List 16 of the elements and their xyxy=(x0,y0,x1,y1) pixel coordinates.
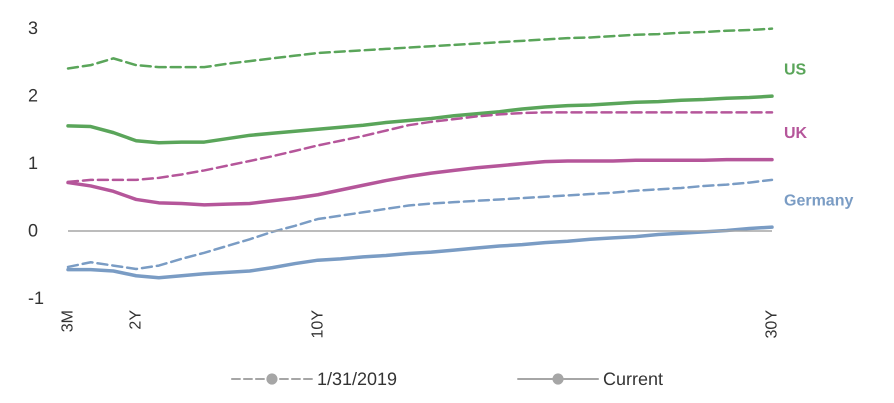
x-tick-label: 2Y xyxy=(128,310,145,330)
y-tick-label: 0 xyxy=(28,220,38,240)
legend-label: 1/31/2019 xyxy=(316,369,398,389)
series-label: UK xyxy=(784,125,808,142)
y-tick-label: 3 xyxy=(28,18,38,38)
x-tick-label: 3M xyxy=(60,310,76,332)
line-series xyxy=(66,94,774,144)
y-tick-label: 2 xyxy=(28,86,38,106)
y-tick-label: 1 xyxy=(28,153,38,173)
line-series xyxy=(66,27,774,70)
x-tick-label: 30Y xyxy=(764,310,780,338)
legend-label: Current xyxy=(603,369,664,389)
series-label: US xyxy=(784,62,807,79)
x-tick-label: 10Y xyxy=(309,310,326,338)
series-label: Germany xyxy=(784,192,854,210)
y-tick-label: -1 xyxy=(28,288,44,308)
